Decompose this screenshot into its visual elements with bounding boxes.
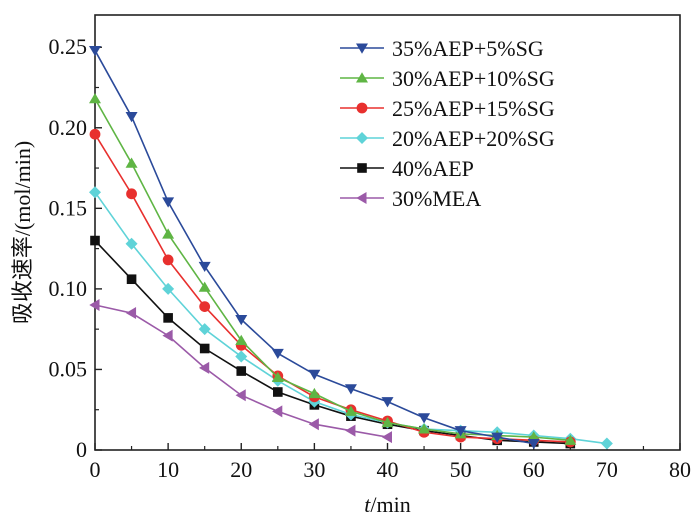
data-point (235, 389, 246, 402)
data-point (89, 93, 101, 104)
x-tick-label: 70 (596, 457, 618, 482)
data-point (271, 371, 284, 382)
data-point (125, 157, 138, 168)
data-point (89, 186, 101, 199)
data-point (271, 348, 284, 360)
data-point (344, 384, 357, 395)
x-tick-label: 40 (377, 457, 399, 482)
series-35%AEP+5%SG (89, 45, 540, 450)
x-tick-label: 20 (230, 457, 252, 482)
legend-label: 30%MEA (392, 186, 481, 211)
data-point (125, 112, 138, 123)
data-point (162, 197, 175, 208)
data-point (235, 315, 248, 326)
data-point (381, 416, 394, 428)
data-point (89, 128, 101, 140)
data-point (600, 437, 613, 450)
data-point (564, 434, 577, 445)
x-axis-title-unit: /min (370, 492, 410, 517)
data-point (272, 405, 283, 418)
y-tick-label: 0.10 (49, 276, 88, 301)
y-tick-label: 0.15 (49, 195, 88, 220)
x-tick-label: 0 (90, 457, 101, 482)
legend-marker (356, 43, 368, 54)
legend-item: 20%AEP+20%SG (340, 126, 555, 151)
legend-item: 30%MEA (340, 186, 481, 211)
legend: 35%AEP+5%SG 30%AEP+10%SG 25%AEP+15%SG 20%AE… (340, 36, 555, 211)
y-axis-title: 吸收速率/(mol/min) (10, 141, 35, 324)
legend-label: 20%AEP+20%SG (392, 126, 555, 151)
y-tick-label: 0 (76, 437, 87, 462)
data-point (381, 431, 392, 444)
x-axis: 0 10 20 30 40 50 60 70 80 (90, 443, 691, 482)
data-point (198, 261, 211, 273)
x-tick-label: 60 (523, 457, 545, 482)
data-point (162, 228, 175, 239)
data-point (308, 418, 319, 431)
data-point (125, 237, 138, 250)
data-point (126, 188, 137, 200)
data-point (198, 323, 211, 336)
plot-area (94, 14, 681, 451)
data-point (90, 235, 100, 246)
legend-item: 25%AEP+15%SG (340, 96, 555, 121)
x-tick-label: 30 (303, 457, 325, 482)
data-point (198, 281, 211, 292)
data-point (236, 366, 247, 376)
data-point (199, 343, 210, 354)
legend-label: 40%AEP (392, 156, 474, 181)
legend-label: 35%AEP+5%SG (392, 36, 544, 61)
data-point (418, 423, 431, 434)
data-point (491, 432, 504, 443)
data-point (308, 369, 321, 380)
data-point (198, 361, 210, 374)
legend-item: 30%AEP+10%SG (340, 66, 555, 91)
legend-marker (356, 192, 367, 204)
data-point (273, 387, 283, 397)
series-30%MEA (89, 299, 392, 444)
data-point (344, 405, 357, 416)
x-axis-title-variable: t (364, 492, 371, 517)
data-point (162, 282, 175, 295)
data-point (89, 45, 101, 57)
data-point (162, 329, 173, 342)
data-point (235, 334, 248, 345)
data-point (235, 350, 248, 363)
data-point (308, 387, 321, 399)
data-point (125, 307, 137, 320)
series-25%AEP+15%SG (89, 128, 576, 448)
legend-label: 30%AEP+10%SG (392, 66, 555, 91)
data-point (162, 254, 174, 266)
x-axis-title: t/min (364, 492, 410, 517)
legend-label: 25%AEP+15%SG (392, 96, 555, 121)
x-tick-label: 80 (669, 457, 691, 482)
data-point (418, 413, 431, 424)
data-point (199, 301, 211, 313)
legend-marker (356, 72, 368, 83)
data-point (89, 299, 100, 311)
legend-marker (357, 163, 367, 173)
data-point (381, 397, 394, 408)
series-line (94, 240, 571, 445)
data-point (163, 313, 173, 323)
y-axis: 0 0.05 0.10 0.15 0.20 0.25 (49, 34, 102, 462)
legend-item: 40%AEP (340, 156, 474, 181)
data-point (126, 274, 137, 285)
data-point (454, 426, 467, 437)
legend-marker (356, 102, 368, 114)
series-layer (89, 45, 613, 450)
y-tick-label: 0.25 (49, 34, 88, 59)
legend-item: 35%AEP+5%SG (340, 36, 544, 61)
plot-frame (94, 14, 681, 451)
x-tick-label: 50 (450, 457, 472, 482)
data-point (527, 439, 540, 450)
x-tick-label: 10 (157, 457, 179, 482)
series-40%AEP (90, 235, 576, 449)
y-tick-label: 0.20 (49, 115, 88, 140)
y-tick-label: 0.05 (49, 356, 88, 381)
legend-marker (356, 132, 368, 144)
data-point (345, 424, 356, 437)
